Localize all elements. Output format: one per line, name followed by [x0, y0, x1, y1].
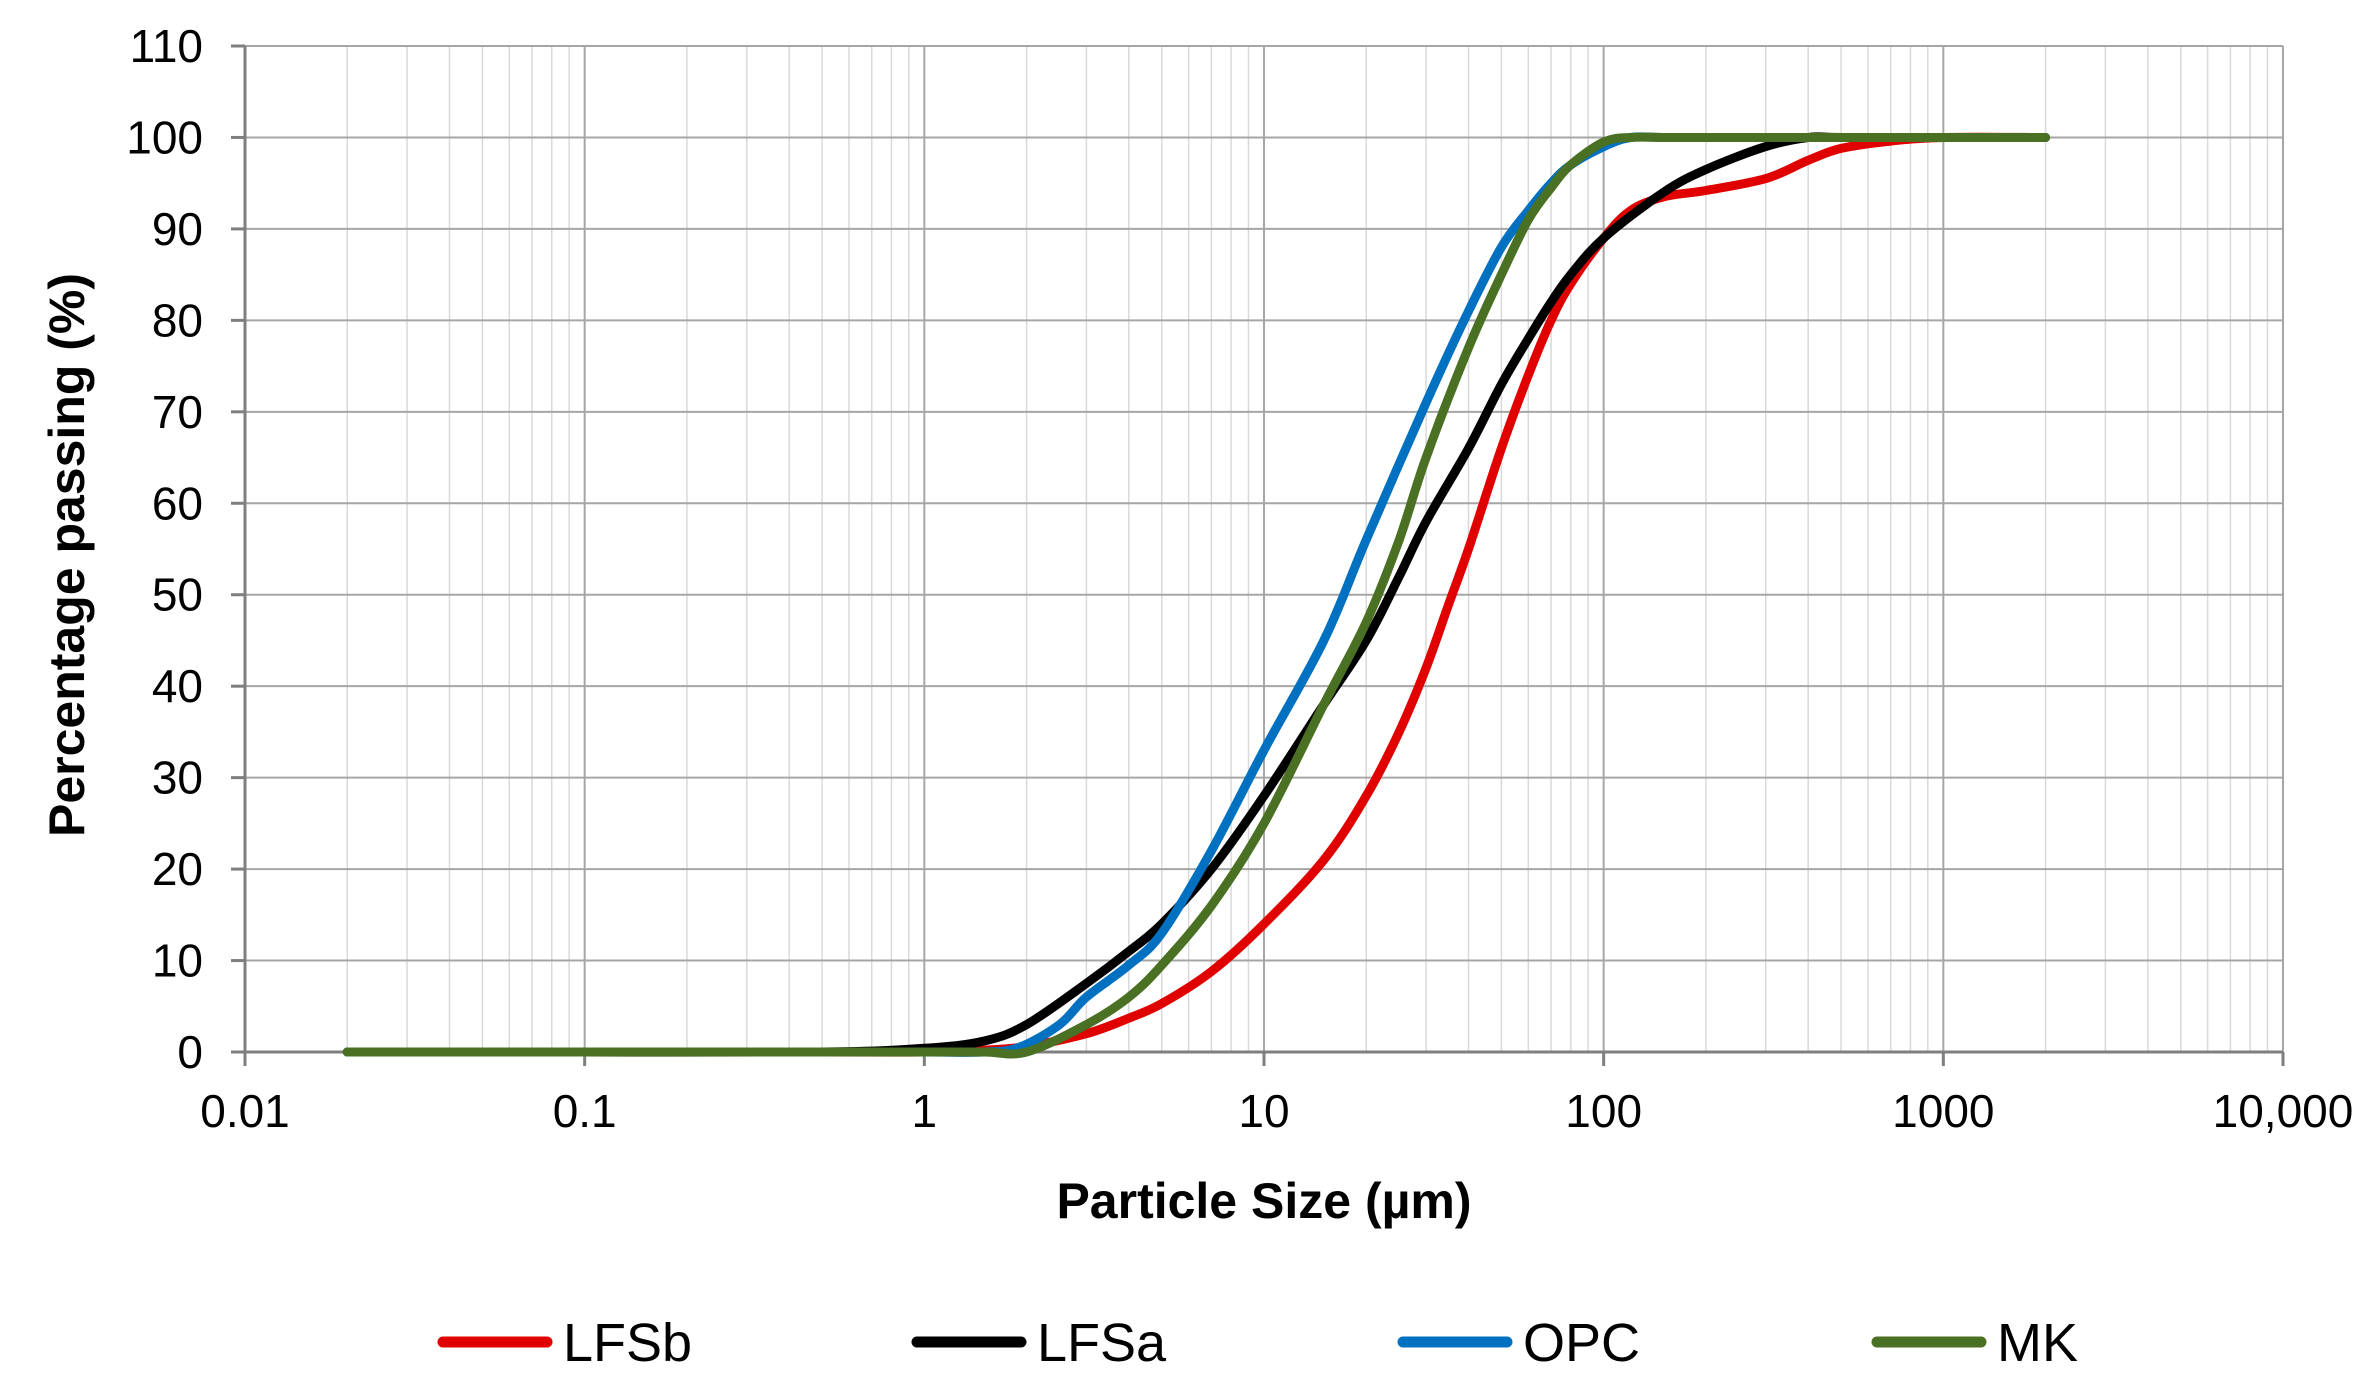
- chart-grid: [244, 45, 2284, 1053]
- series-line-lfsa: [342, 132, 2051, 1057]
- series-line-mk: [342, 132, 2051, 1059]
- y-tick-label: 70: [152, 386, 203, 438]
- y-tick-label: 80: [152, 294, 203, 346]
- x-tick-label: 0.01: [200, 1085, 290, 1137]
- y-tick-label: 10: [152, 935, 203, 987]
- legend-label-lfsa: LFSa: [1037, 1313, 1167, 1373]
- y-tick-label: 60: [152, 477, 203, 529]
- x-tick-label: 10: [1238, 1085, 1289, 1137]
- y-axis-title: Percentage passing (%): [39, 273, 95, 837]
- x-axis-title: Particle Size (µm): [1056, 1173, 1471, 1229]
- chart-series: [342, 132, 2051, 1059]
- y-tick-label: 110: [130, 20, 203, 72]
- legend-label-opc: OPC: [1523, 1313, 1640, 1373]
- chart-legend: LFSb LFSa OPC MK: [437, 1313, 2078, 1373]
- chart-axes: [231, 44, 2285, 1066]
- y-tick-label: 0: [177, 1026, 203, 1078]
- y-tick-label: 90: [152, 203, 203, 255]
- y-tick-label: 40: [152, 660, 203, 712]
- x-tick-label: 100: [1565, 1085, 1642, 1137]
- x-tick-label: 10,000: [2213, 1085, 2354, 1137]
- y-tick-label: 50: [152, 569, 203, 621]
- y-tick-label: 100: [126, 111, 203, 163]
- legend-label-lfsb: LFSb: [563, 1313, 692, 1373]
- y-tick-label: 30: [152, 752, 203, 804]
- x-tick-label: 1000: [1892, 1085, 1994, 1137]
- chart-tick-labels: 0.01 0.1 1 10 100 1000 10,00001020304050607080…: [126, 20, 2353, 1137]
- y-tick-label: 20: [152, 843, 203, 895]
- x-tick-label: 1: [912, 1085, 938, 1137]
- x-tick-label: 0.1: [553, 1085, 617, 1137]
- legend-label-mk: MK: [1997, 1313, 2078, 1373]
